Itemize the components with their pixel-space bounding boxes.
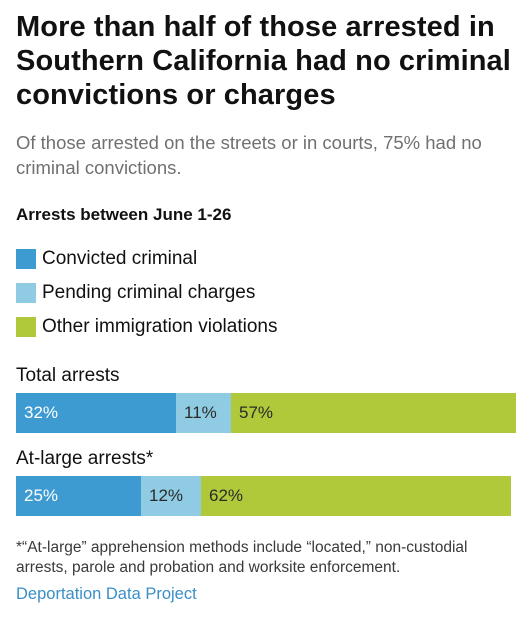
bar-segment: 32% — [16, 393, 176, 433]
stacked-bar: 25% 12% 62% — [16, 476, 516, 516]
legend-label: Convicted criminal — [42, 248, 198, 269]
data-label: 62% — [209, 486, 244, 505]
legend-item: Other immigration violations — [16, 310, 516, 344]
bar-group: Total arrests 32% 11% 57% — [16, 364, 516, 433]
footnote: *“At-large” apprehension methods include… — [16, 539, 468, 576]
legend-swatch — [16, 249, 36, 269]
legend-item: Convicted criminal — [16, 242, 516, 276]
legend-item: Pending criminal charges — [16, 276, 516, 310]
legend-label: Other immigration violations — [42, 316, 278, 337]
chart-heading: Arrests between June 1-26 — [16, 205, 232, 224]
data-label: 12% — [149, 486, 184, 505]
bar-groups: Total arrests 32% 11% 57% At-large arrests* 2… — [16, 364, 516, 516]
bar-segment: 57% — [231, 393, 516, 433]
data-label: 32% — [24, 403, 59, 422]
chart-title: More than half of those arrested in Sout… — [16, 11, 511, 111]
chart-subtitle: Of those arrested on the streets or in c… — [16, 132, 482, 178]
bar-segment: 11% — [176, 393, 231, 433]
category-label: At-large arrests* — [16, 448, 154, 469]
data-label: 11% — [184, 403, 217, 422]
bar-segment: 12% — [141, 476, 201, 516]
category-label: Total arrests — [16, 365, 120, 386]
bar-segment: 25% — [16, 476, 141, 516]
legend-swatch — [16, 317, 36, 337]
bar-group: At-large arrests* 25% 12% 62% — [16, 447, 516, 516]
legend-label: Pending criminal charges — [42, 282, 256, 303]
legend-swatch — [16, 283, 36, 303]
chart-container: More than half of those arrested in Sout… — [16, 0, 516, 604]
data-label: 57% — [239, 403, 274, 422]
data-label: 25% — [24, 486, 59, 505]
stacked-bar: 32% 11% 57% — [16, 393, 516, 433]
legend: Convicted criminal Pending criminal charg… — [16, 242, 516, 344]
bar-segment: 62% — [201, 476, 511, 516]
source-link[interactable]: Deportation Data Project — [16, 585, 197, 603]
